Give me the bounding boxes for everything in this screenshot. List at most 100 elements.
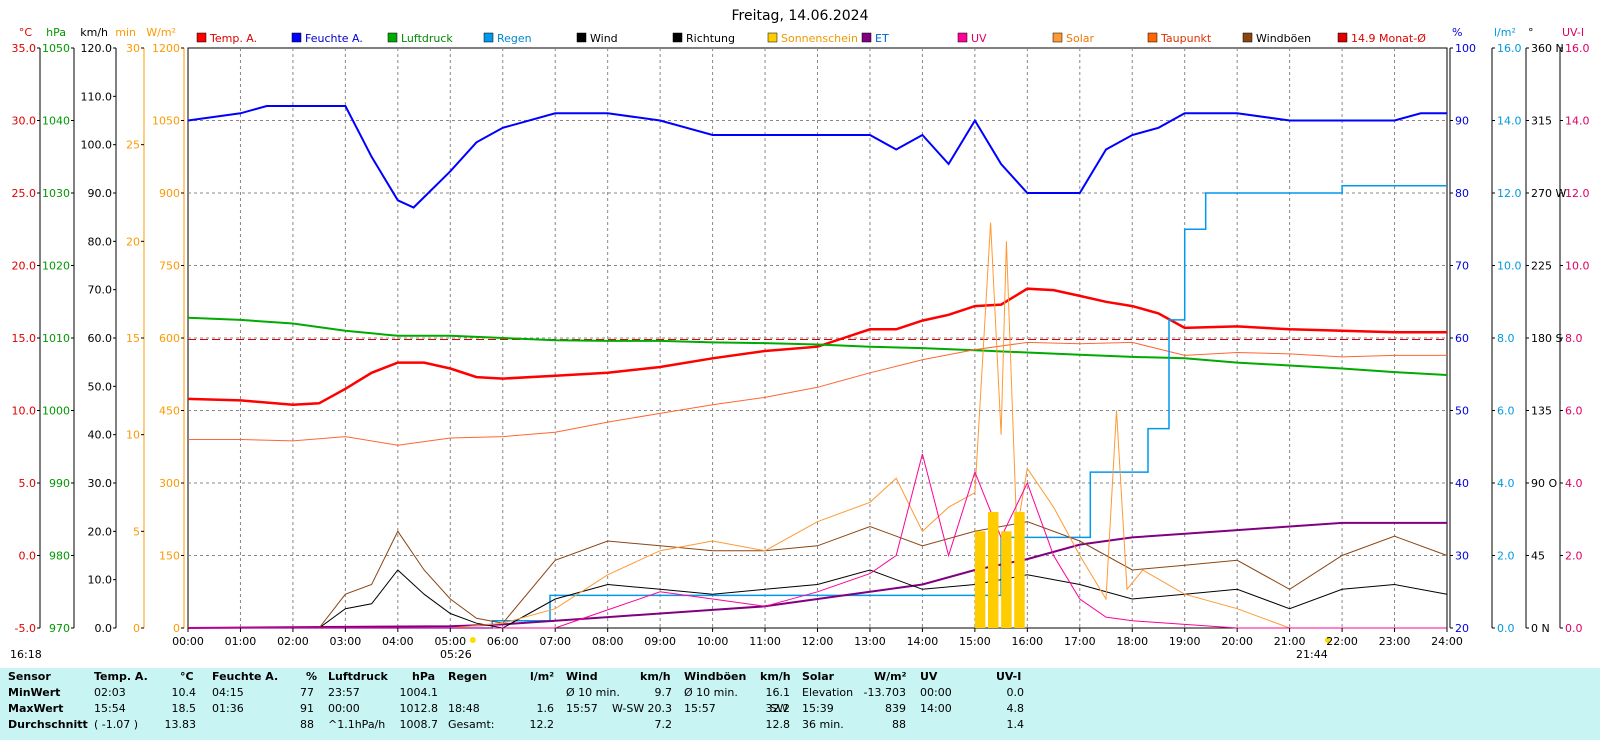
axis-tick-label: 8.0 — [1497, 332, 1515, 345]
axis-tick-label: 450 — [159, 405, 180, 418]
axis-unit-label: UV-I — [1562, 26, 1584, 39]
axis-unit-label: °C — [19, 26, 33, 39]
series-line-solar — [188, 222, 1447, 629]
x-axis-tick-label: 04:00 — [382, 635, 414, 648]
stat-cell: 13.83 — [164, 718, 197, 731]
axis-tick-label: 1200 — [152, 42, 180, 55]
axis-tick-label: 600 — [159, 332, 180, 345]
axis-tick-label: 1050 — [152, 115, 180, 128]
axis-tick-label: 45 — [1531, 550, 1545, 563]
axis-tick-label: 4.0 — [1565, 477, 1583, 490]
sunshine-bar — [974, 531, 986, 628]
stat-cell: 4.8 — [1006, 702, 1025, 715]
legend-item-label: Temp. A. — [209, 32, 257, 45]
stat-cell: -13.703 — [863, 686, 906, 699]
legend-swatch — [767, 32, 778, 43]
axis-tick-label: 270 W — [1531, 187, 1566, 200]
x-axis-tick-label: 16:00 — [1011, 635, 1043, 648]
axis-tick-label: 0.0 — [1565, 622, 1583, 635]
axis-tick-label: 16.0 — [1497, 42, 1522, 55]
x-axis: 00:00 01:00 02:00 03:00 04:00 05:00 06:00 07:00… — [172, 628, 1463, 648]
hdr-temp: Temp. A. — [94, 670, 148, 683]
axis-tick-label: 50.0 — [88, 380, 113, 393]
axis-tick-label: 20.0 — [12, 260, 37, 273]
plot-area — [187, 105, 1448, 643]
stat-cell: 839 — [885, 702, 906, 715]
axis-tick-label: 90 — [1455, 115, 1469, 128]
x-axis-tick-label: 06:00 — [487, 635, 519, 648]
axis-tick-label: 70.0 — [88, 284, 113, 297]
stat-cell: 0.0 — [1006, 686, 1025, 699]
axis-tick-label: 2.0 — [1565, 550, 1583, 563]
legend-swatch — [196, 32, 207, 43]
hdr-wind-unit: km/h — [640, 670, 671, 683]
stat-cell: 15:57 — [684, 702, 716, 715]
axis-tick-label: 0 N — [1531, 622, 1550, 635]
axis-tick-label: 10 — [126, 429, 140, 442]
axis-tick-label: 180 S — [1531, 332, 1562, 345]
axis-tick-label: 10.0 — [88, 574, 113, 587]
axis-tick-label: 1030 — [42, 187, 70, 200]
x-axis-tick-label: 13:00 — [854, 635, 886, 648]
axis-tick-label: 15.0 — [12, 332, 37, 345]
legend-item-label: Taupunkt — [1160, 32, 1212, 45]
stat-cell: 15:57 — [566, 702, 598, 715]
axis-tick-label: 16.0 — [1565, 42, 1590, 55]
x-axis-tick-label: 19:00 — [1169, 635, 1201, 648]
sunset-label: 21:44 — [1296, 648, 1328, 660]
x-axis-tick-label: 10:00 — [697, 635, 729, 648]
hdr-hum-unit: % — [306, 670, 318, 683]
stat-cell: Gesamt: — [448, 718, 495, 731]
hdr-uv: UV — [920, 670, 938, 683]
stat-cell: 1.6 — [536, 702, 555, 715]
hdr-press-unit: hPa — [412, 670, 436, 683]
stat-cell: 14:00 — [920, 702, 952, 715]
x-axis-tick-label: 11:00 — [749, 635, 781, 648]
axis-tick-label: 1020 — [42, 260, 70, 273]
x-axis-tick-label: 22:00 — [1326, 635, 1358, 648]
axis-tick-label: 60 — [1455, 332, 1469, 345]
stat-row-label: MaxWert — [8, 702, 64, 715]
stat-cell: 18.5 — [171, 702, 197, 715]
legend-swatch — [387, 32, 398, 43]
sunshine-bar — [987, 512, 999, 628]
axis-tick-label: 100.0 — [81, 139, 113, 152]
sunrise-label: 05:26 — [440, 648, 472, 660]
series-line-uv — [188, 453, 1447, 629]
axis-unit-label: % — [1452, 26, 1462, 39]
stat-cell: 01:36 — [212, 702, 244, 715]
hdr-sensor: Sensor — [8, 670, 51, 683]
hdr-gust: Windböen — [684, 670, 747, 683]
stat-cell: 04:15 — [212, 686, 244, 699]
axis-tick-label: 980 — [49, 550, 70, 563]
stat-cell: Ø 10 min. — [566, 686, 620, 699]
axis-tick-label: 30 — [1455, 550, 1469, 563]
axis-tick-label: 990 — [49, 477, 70, 490]
stat-cell: 20.3 — [647, 702, 673, 715]
axis-tick-label: 900 — [159, 187, 180, 200]
axis-tick-label: 12.0 — [1565, 187, 1590, 200]
legend-item-label: 14.9 Monat-Ø — [1351, 32, 1426, 45]
axis-tick-label: 1040 — [42, 115, 70, 128]
legend-swatch — [861, 32, 872, 43]
hdr-solar-unit: W/m² — [874, 670, 907, 683]
legend-item-label: Richtung — [686, 32, 735, 45]
hdr-uv-unit: UV-I — [996, 670, 1022, 683]
x-axis-tick-label: 09:00 — [644, 635, 676, 648]
stat-cell: 12.8 — [765, 718, 791, 731]
stat-cell: 00:00 — [920, 686, 952, 699]
legend-swatch — [291, 32, 302, 43]
x-axis-tick-label: 02:00 — [277, 635, 309, 648]
hdr-press: Luftdruck — [328, 670, 388, 683]
axis-tick-label: 60.0 — [88, 332, 113, 345]
stat-cell: 88 — [300, 718, 314, 731]
axis-tick-label: 10.0 — [12, 405, 37, 418]
axis-tick-label: 150 — [159, 550, 180, 563]
stat-cell: 77 — [300, 686, 314, 699]
x-axis-tick-label: 17:00 — [1064, 635, 1096, 648]
axis-tick-label: 40.0 — [88, 429, 113, 442]
axis-tick-label: 5 — [133, 525, 140, 538]
legend-item-label: Feuchte A. — [305, 32, 363, 45]
series-line-taupunkt — [188, 341, 1447, 446]
axes: °C 35.0 30.0 25.0 20.0 15.0 10.0 5.0 0.0 -5.0 hPa 1… — [12, 26, 1590, 635]
